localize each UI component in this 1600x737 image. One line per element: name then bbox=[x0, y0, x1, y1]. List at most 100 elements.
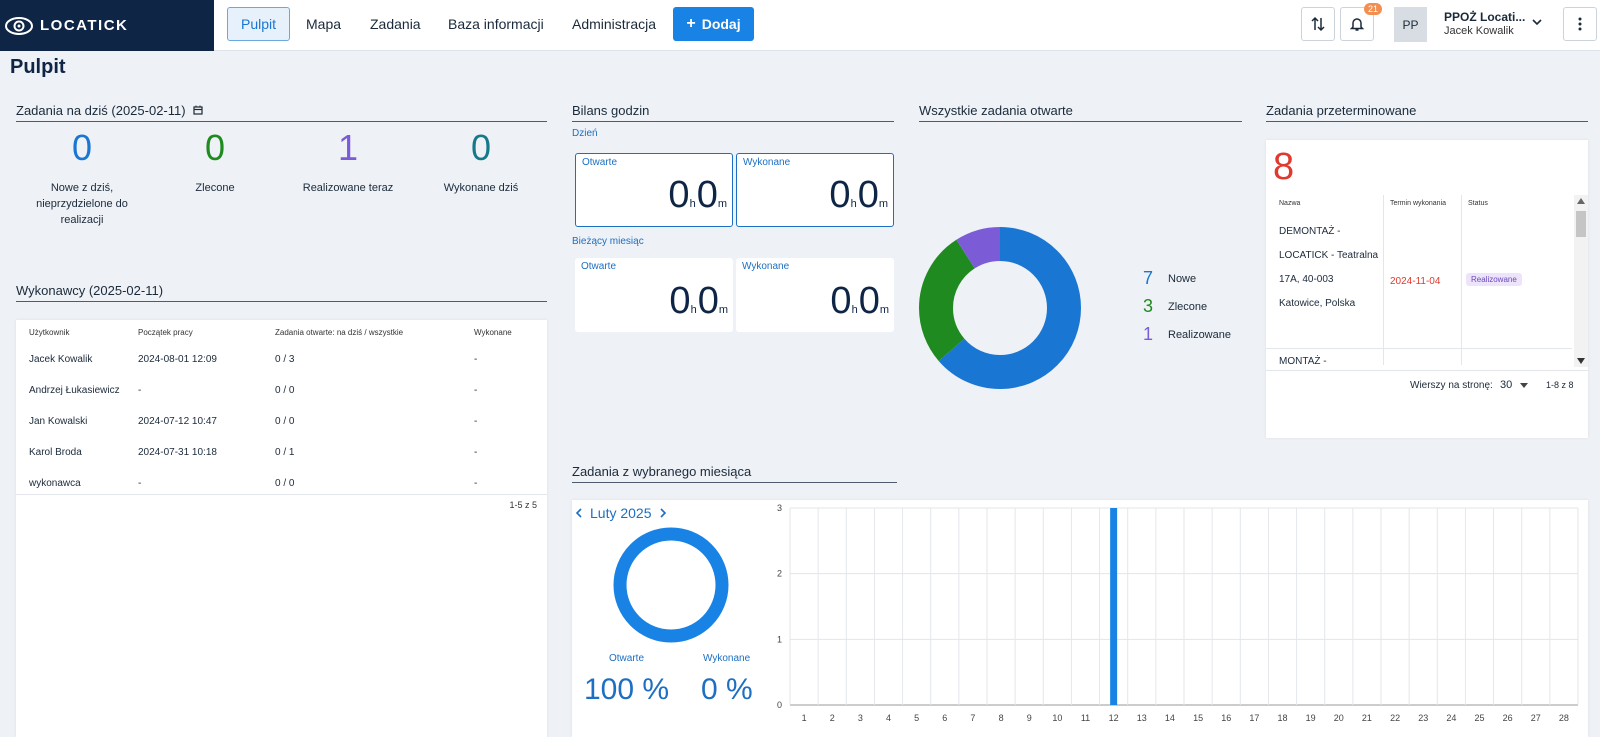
m-unit: m bbox=[717, 198, 727, 210]
more-options-button[interactable] bbox=[1563, 7, 1597, 41]
stat-done[interactable]: 0 Wykonane dziś bbox=[411, 128, 551, 196]
kebab-menu-icon bbox=[1578, 17, 1582, 31]
month-done-label: Wykonane bbox=[742, 261, 790, 272]
logo[interactable]: LOCATICK bbox=[0, 0, 214, 51]
nav-administracja[interactable]: Administracja bbox=[572, 16, 657, 32]
month-open-label: Otwarte bbox=[581, 261, 617, 272]
col-user[interactable]: Użytkownik bbox=[29, 327, 70, 337]
avatar[interactable]: PP bbox=[1394, 7, 1427, 42]
x-tick-label: 20 bbox=[1334, 713, 1344, 723]
page-title: Pulpit bbox=[10, 56, 66, 78]
cell-done: - bbox=[474, 354, 478, 365]
table-row[interactable]: Jacek Kowalik 2024-08-01 12:09 0 / 3 - bbox=[16, 344, 547, 375]
add-button[interactable]: + Dodaj bbox=[673, 7, 754, 41]
m-unit: m bbox=[878, 198, 888, 210]
caret-down-icon bbox=[1520, 382, 1529, 388]
nav-pulpit[interactable]: Pulpit bbox=[227, 7, 291, 41]
stat-new-label: Nowe z dziś, nieprzydzielone do realizac… bbox=[36, 182, 128, 226]
month-name: Luty 2025 bbox=[590, 505, 652, 521]
legend-in-progress[interactable]: 1 Realizowane bbox=[1136, 324, 1231, 345]
overdue-row2-name[interactable]: MONTAŻ - bbox=[1279, 356, 1327, 367]
y-tick-label: 1 bbox=[777, 634, 782, 644]
divider bbox=[1461, 195, 1462, 365]
overdue-row-name[interactable]: DEMONTAŻ - LOCATICK - Teatralna 17A, 40-… bbox=[1279, 226, 1379, 309]
col-name[interactable]: Nazwa bbox=[1279, 200, 1301, 207]
nav-mapa[interactable]: Mapa bbox=[306, 16, 342, 32]
col-done[interactable]: Wykonane bbox=[474, 327, 512, 337]
open-tasks-donut-chart[interactable] bbox=[918, 226, 1082, 390]
chevron-right-icon[interactable] bbox=[659, 508, 667, 518]
x-tick-label: 26 bbox=[1503, 713, 1513, 723]
month-donut-chart[interactable] bbox=[611, 525, 731, 645]
workers-section-title: Wykonawcy (2025-02-11) bbox=[16, 283, 547, 302]
chevron-down-icon[interactable] bbox=[1531, 17, 1543, 27]
col-open-tasks[interactable]: Zadania otwarte: na dziś / wszystkie bbox=[275, 327, 404, 337]
x-tick-label: 1 bbox=[802, 713, 807, 723]
stat-in-progress[interactable]: 1 Realizowane teraz bbox=[278, 128, 418, 196]
cell-done: - bbox=[474, 385, 478, 396]
legend-assigned[interactable]: 3 Zlecone bbox=[1136, 296, 1207, 317]
eye-logo-icon bbox=[5, 16, 33, 35]
cell-start: - bbox=[138, 478, 142, 489]
overdue-count: 8 bbox=[1273, 146, 1295, 188]
overdue-section-title: Zadania przeterminowane bbox=[1266, 103, 1588, 122]
table-row[interactable]: wykonawca - 0 / 0 - bbox=[16, 468, 547, 499]
legend-assigned-label: Zlecone bbox=[1168, 300, 1208, 313]
legend-new-value: 7 bbox=[1142, 268, 1153, 288]
stat-new-value: 0 bbox=[71, 127, 93, 168]
col-due-date[interactable]: Termin wykonania bbox=[1390, 200, 1447, 207]
x-tick-label: 7 bbox=[970, 713, 975, 723]
x-tick-label: 25 bbox=[1474, 713, 1484, 723]
scrollbar[interactable] bbox=[1574, 195, 1588, 367]
user-org: PPOŻ Locati... bbox=[1444, 10, 1526, 24]
scroll-up-icon[interactable] bbox=[1577, 198, 1585, 204]
hours-section-title: Bilans godzin bbox=[572, 103, 894, 122]
nav-zadania[interactable]: Zadania bbox=[370, 16, 421, 32]
col-start[interactable]: Początek pracy bbox=[138, 327, 193, 337]
cell-done: - bbox=[474, 478, 478, 489]
cell-start: 2024-08-01 12:09 bbox=[138, 354, 217, 365]
stat-assigned-value: 0 bbox=[204, 127, 226, 168]
donut-slice-realizowane[interactable] bbox=[919, 227, 1081, 389]
y-tick-label: 0 bbox=[777, 700, 782, 710]
bar-day-12[interactable] bbox=[1110, 508, 1118, 705]
nav-baza-informacji[interactable]: Baza informacji bbox=[448, 16, 544, 32]
overdue-card: 8 Nazwa Termin wykonania Status DEMONTAŻ… bbox=[1266, 140, 1588, 438]
divider bbox=[16, 494, 547, 495]
cell-open: 0 / 0 bbox=[275, 416, 295, 427]
status-badge: Realizowane bbox=[1466, 273, 1522, 286]
col-status[interactable]: Status bbox=[1468, 200, 1488, 207]
notifications-button[interactable]: 21 bbox=[1340, 3, 1382, 41]
cell-open: 0 / 3 bbox=[275, 354, 295, 365]
plus-icon: + bbox=[686, 15, 696, 32]
top-bar: LOCATICK Pulpit Mapa Zadania Baza inform… bbox=[0, 0, 1600, 51]
sort-toggle-button[interactable] bbox=[1301, 7, 1335, 41]
user-menu[interactable]: PPOŻ Locati... Jacek Kowalik bbox=[1444, 10, 1525, 37]
cell-start: - bbox=[138, 385, 142, 396]
chevron-left-icon[interactable] bbox=[575, 508, 582, 518]
h-unit: h bbox=[690, 304, 697, 316]
stat-new[interactable]: 0 Nowe z dziś, nieprzydzielone do realiz… bbox=[12, 128, 152, 228]
x-tick-label: 24 bbox=[1446, 713, 1456, 723]
add-button-label: Dodaj bbox=[701, 16, 741, 32]
m-unit: m bbox=[879, 304, 889, 316]
cell-done: - bbox=[474, 447, 478, 458]
table-row[interactable]: Jan Kowalski 2024-07-12 10:47 0 / 0 - bbox=[16, 406, 547, 437]
donut-slice-zlecone[interactable] bbox=[919, 227, 1081, 389]
table-row[interactable]: Karol Broda 2024-07-31 10:18 0 / 1 - bbox=[16, 437, 547, 468]
stat-done-value: 0 bbox=[470, 127, 492, 168]
scroll-down-icon[interactable] bbox=[1577, 358, 1585, 364]
m-unit: m bbox=[718, 304, 728, 316]
scrollbar-thumb[interactable] bbox=[1576, 211, 1586, 237]
table-row[interactable]: Andrzej Łukasiewicz - 0 / 0 - bbox=[16, 375, 547, 406]
stat-assigned[interactable]: 0 Zlecone bbox=[145, 128, 285, 196]
legend-new[interactable]: 7 Nowe bbox=[1136, 268, 1196, 289]
calendar-icon[interactable] bbox=[193, 105, 203, 115]
rows-per-page-select[interactable]: 30 bbox=[1500, 379, 1529, 391]
